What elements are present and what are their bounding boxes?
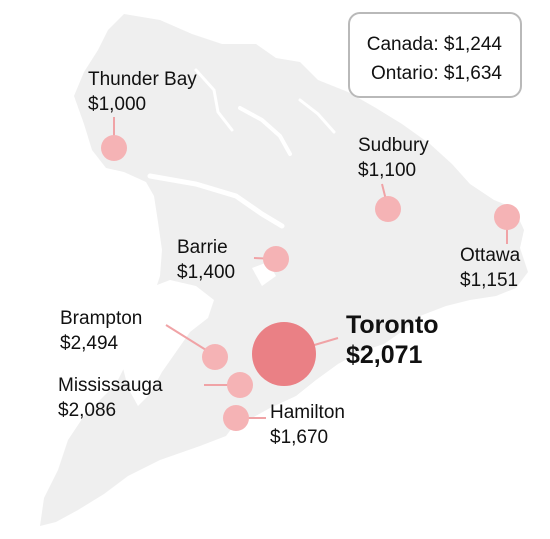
city-name: Sudbury xyxy=(358,135,429,156)
label-barrie: Barrie $1,400 xyxy=(177,235,235,285)
city-rent: $1,670 xyxy=(270,427,329,448)
bubble-barrie xyxy=(263,246,289,272)
city-name: Barrie xyxy=(177,237,228,258)
city-rent: $1,100 xyxy=(358,160,417,181)
city-rent: $2,071 xyxy=(346,341,423,369)
label-sudbury: Sudbury $1,100 xyxy=(358,133,429,183)
legend-canada: Canada: $1,244 xyxy=(366,34,502,55)
legend-ontario: Ontario: $1,634 xyxy=(371,63,502,84)
city-name: Ottawa xyxy=(460,245,521,266)
average-rent-legend: Canada: $1,244 Ontario: $1,634 xyxy=(348,12,522,98)
label-brampton: Brampton $2,494 xyxy=(60,306,142,356)
bubble-brampton xyxy=(202,344,228,370)
label-hamilton: Hamilton $1,670 xyxy=(270,400,345,450)
city-name: Mississauga xyxy=(58,375,163,396)
bubble-hamilton xyxy=(223,405,249,431)
city-name: Brampton xyxy=(60,308,143,329)
city-name: Hamilton xyxy=(270,402,345,423)
georgian-bay-water xyxy=(116,280,214,406)
label-toronto: Toronto $2,071 xyxy=(346,310,439,370)
bubble-mississauga xyxy=(227,372,253,398)
bubble-ottawa xyxy=(494,204,520,230)
channel-water xyxy=(147,173,285,229)
label-ottawa: Ottawa $1,151 xyxy=(460,243,520,293)
bubble-thunder-bay xyxy=(101,135,127,161)
channel-water-4 xyxy=(298,98,336,134)
bubble-toronto xyxy=(252,322,316,386)
city-rent: $1,400 xyxy=(177,262,236,283)
label-mississauga: Mississauga $2,086 xyxy=(58,373,163,423)
city-rent: $2,086 xyxy=(58,400,117,421)
channel-water-3 xyxy=(194,68,234,132)
city-name: Thunder Bay xyxy=(88,69,197,90)
ontario-land xyxy=(40,14,528,526)
label-thunder-bay: Thunder Bay $1,000 xyxy=(88,67,197,117)
city-rent: $2,494 xyxy=(60,333,119,354)
city-rent: $1,000 xyxy=(88,94,147,115)
channel-water-2 xyxy=(238,106,292,156)
city-name: Toronto xyxy=(346,311,439,339)
bubble-sudbury xyxy=(375,196,401,222)
city-rent: $1,151 xyxy=(460,270,519,291)
